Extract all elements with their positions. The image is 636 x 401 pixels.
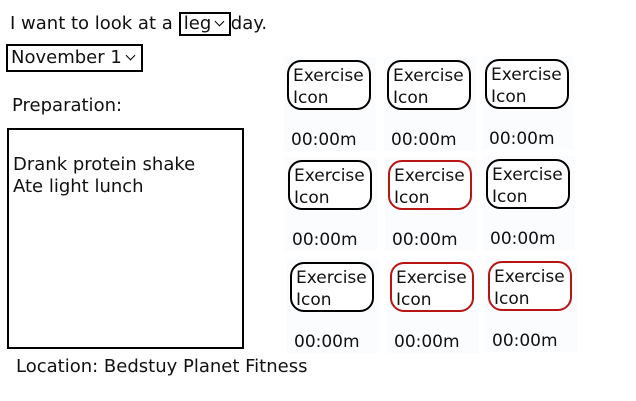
exercise-icon-label: Exercise xyxy=(296,268,367,288)
exercise-icon-label: Icon xyxy=(494,289,530,309)
exercise-icon-button[interactable]: Exercise Icon xyxy=(486,159,570,209)
exercise-icon-label: Exercise xyxy=(494,267,565,287)
chevron-down-icon xyxy=(125,50,136,61)
date-select[interactable]: November 1 xyxy=(6,44,143,72)
exercise-cell: Exercise Icon 00:00m xyxy=(285,157,377,251)
exercise-cell: Exercise Icon 00:00m xyxy=(385,157,477,251)
intro-prefix: I want to look at a xyxy=(10,13,173,34)
exercise-icon-label: Exercise xyxy=(294,166,365,186)
exercise-icon-button[interactable]: Exercise Icon xyxy=(488,261,572,311)
exercise-duration: 00:00m xyxy=(292,230,358,250)
exercise-icon-label: Icon xyxy=(293,88,329,108)
exercise-cell: Exercise Icon 00:00m xyxy=(384,57,476,151)
chevron-down-icon xyxy=(214,16,225,27)
exercise-icon-label: Exercise xyxy=(396,268,467,288)
exercise-icon-label: Icon xyxy=(396,290,432,310)
workout-type-select[interactable]: leg xyxy=(178,12,231,36)
exercise-cell: Exercise Icon 00:00m xyxy=(483,156,575,250)
preparation-notes-textarea[interactable]: Drank protein shake Ate light lunch xyxy=(7,128,244,349)
exercise-icon-label: Icon xyxy=(294,188,330,208)
preparation-note-line: Drank protein shake xyxy=(13,154,196,175)
workout-type-sentence: I want to look at a leg day. xyxy=(10,12,267,36)
exercise-icon-button[interactable]: Exercise Icon xyxy=(387,60,471,110)
exercise-icon-label: Icon xyxy=(393,88,429,108)
exercise-cell: Exercise Icon 00:00m xyxy=(485,258,577,352)
exercise-cell: Exercise Icon 00:00m xyxy=(387,259,479,353)
intro-suffix: day. xyxy=(230,13,268,34)
exercise-duration: 00:00m xyxy=(394,332,460,352)
exercise-cell: Exercise Icon 00:00m xyxy=(482,56,574,150)
exercise-duration: 00:00m xyxy=(291,130,357,150)
exercise-icon-label: Exercise xyxy=(491,65,562,85)
preparation-note-line: Ate light lunch xyxy=(13,176,144,197)
exercise-icon-button[interactable]: Exercise Icon xyxy=(288,160,372,210)
exercise-icon-button[interactable]: Exercise Icon xyxy=(287,60,371,110)
exercise-icon-label: Icon xyxy=(492,187,528,207)
exercise-icon-label: Exercise xyxy=(393,66,464,86)
exercise-icon-label: Icon xyxy=(296,290,332,310)
exercise-duration: 00:00m xyxy=(490,229,556,249)
preparation-label: Preparation: xyxy=(12,95,123,116)
exercise-icon-label: Exercise xyxy=(492,165,563,185)
exercise-icon-button[interactable]: Exercise Icon xyxy=(388,160,472,210)
exercise-cell: Exercise Icon 00:00m xyxy=(287,259,379,353)
exercise-icon-label: Icon xyxy=(394,188,430,208)
exercise-icon-button[interactable]: Exercise Icon xyxy=(290,262,374,312)
exercise-icon-button[interactable]: Exercise Icon xyxy=(485,59,569,109)
date-select-value: November 1 xyxy=(11,47,122,68)
exercise-icon-label: Exercise xyxy=(293,66,364,86)
exercise-icon-label: Icon xyxy=(491,87,527,107)
exercise-cell: Exercise Icon 00:00m xyxy=(284,57,376,151)
exercise-icon-button[interactable]: Exercise Icon xyxy=(390,262,474,312)
exercise-duration: 00:00m xyxy=(294,332,360,352)
exercise-duration: 00:00m xyxy=(489,129,555,149)
location-text: Location: Bedstuy Planet Fitness xyxy=(16,356,308,377)
exercise-icon-label: Exercise xyxy=(394,166,465,186)
exercise-duration: 00:00m xyxy=(392,230,458,250)
exercise-duration: 00:00m xyxy=(492,331,558,351)
workout-type-value: leg xyxy=(183,13,212,34)
exercise-duration: 00:00m xyxy=(391,130,457,150)
